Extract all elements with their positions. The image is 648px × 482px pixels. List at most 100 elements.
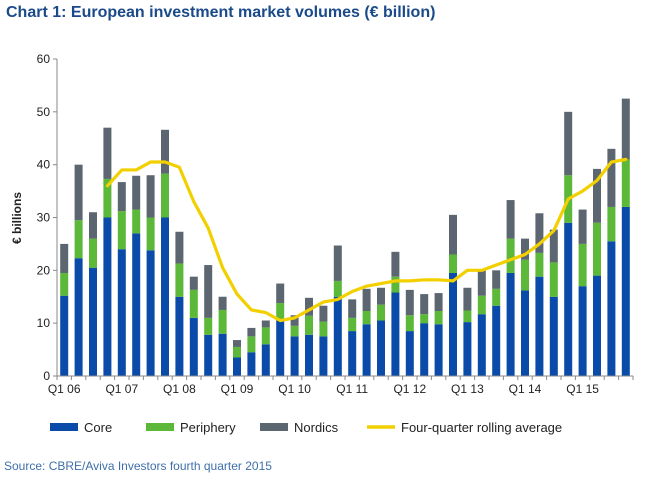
bar-periphery bbox=[549, 262, 558, 297]
bar-nordics bbox=[449, 214, 457, 255]
bar-core bbox=[146, 250, 155, 376]
bar-nordics bbox=[593, 168, 601, 223]
bar-periphery bbox=[233, 346, 241, 358]
bar-nordics bbox=[477, 270, 486, 296]
rolling-average-line bbox=[105, 157, 628, 323]
bar-periphery bbox=[621, 159, 630, 207]
x-tick-label: Q1 12 bbox=[393, 382, 426, 396]
bar-nordics bbox=[218, 296, 227, 310]
legend-label: Nordics bbox=[294, 420, 339, 435]
bar-periphery bbox=[261, 327, 270, 345]
x-tick-label: Q1 11 bbox=[336, 382, 368, 396]
bar-nordics bbox=[578, 209, 587, 244]
bar-core bbox=[175, 296, 184, 376]
bar-core bbox=[247, 352, 256, 376]
bar-periphery bbox=[218, 309, 227, 334]
bar-core bbox=[305, 334, 313, 376]
bar-periphery bbox=[593, 222, 601, 276]
bar-core bbox=[348, 331, 357, 376]
bar-nordics bbox=[161, 129, 169, 174]
legend-nordics: Nordics bbox=[260, 420, 339, 435]
bar-core bbox=[521, 290, 529, 376]
bar-periphery bbox=[175, 263, 184, 297]
bar-nordics bbox=[535, 213, 544, 253]
bar-nordics bbox=[233, 340, 241, 347]
bar-nordics bbox=[348, 299, 357, 318]
bar-periphery bbox=[391, 276, 400, 293]
y-tick-label: 60 bbox=[37, 52, 51, 66]
bar-periphery bbox=[492, 288, 501, 306]
bar-periphery bbox=[189, 289, 198, 318]
bar-core bbox=[233, 357, 241, 376]
bar-periphery bbox=[607, 206, 616, 242]
bar-nordics bbox=[189, 276, 198, 290]
bar-periphery bbox=[89, 238, 97, 268]
bars bbox=[60, 98, 630, 377]
bar-nordics bbox=[362, 288, 371, 312]
bar-core bbox=[492, 305, 501, 376]
bar-core bbox=[434, 324, 443, 376]
bar-nordics bbox=[247, 327, 256, 337]
bar-core bbox=[593, 275, 601, 376]
bar-nordics bbox=[405, 289, 414, 316]
bar-periphery bbox=[276, 303, 285, 321]
bar-periphery bbox=[247, 336, 256, 353]
bar-periphery bbox=[117, 211, 126, 250]
bar-periphery bbox=[146, 217, 155, 251]
bar-core bbox=[449, 272, 457, 376]
bar-periphery bbox=[377, 304, 385, 321]
bar-periphery bbox=[305, 315, 313, 335]
bar-periphery bbox=[161, 173, 169, 218]
y-axis: 0 10 20 30 40 50 60 bbox=[37, 52, 58, 383]
bar-nordics bbox=[564, 111, 573, 176]
bar-core bbox=[463, 322, 472, 376]
bar-core bbox=[405, 331, 414, 376]
x-tick-label: Q1 06 bbox=[48, 382, 81, 396]
bar-nordics bbox=[621, 98, 630, 160]
bar-nordics bbox=[333, 245, 342, 281]
bar-nordics bbox=[146, 175, 155, 218]
bar-periphery bbox=[420, 314, 429, 324]
bar-core bbox=[276, 320, 285, 376]
bar-core bbox=[578, 286, 587, 376]
bar-core bbox=[132, 233, 141, 376]
bar-periphery bbox=[204, 317, 213, 335]
x-tick-label: Q1 15 bbox=[566, 382, 599, 396]
rolling-average-polyline bbox=[105, 157, 628, 323]
y-tick-label: 50 bbox=[37, 105, 51, 119]
bar-core bbox=[564, 222, 573, 376]
bar-core bbox=[420, 323, 429, 376]
bar-nordics bbox=[506, 200, 515, 239]
bar-nordics bbox=[319, 305, 328, 322]
bar-core bbox=[218, 333, 227, 376]
bar-core bbox=[621, 206, 630, 376]
chart-title: Chart 1: European investment market volu… bbox=[6, 4, 436, 21]
bar-nordics bbox=[434, 293, 443, 312]
bar-nordics bbox=[74, 164, 83, 221]
bar-nordics bbox=[549, 229, 558, 263]
bar-periphery bbox=[362, 311, 371, 325]
bar-periphery bbox=[132, 209, 141, 234]
legend-label: Four-quarter rolling average bbox=[401, 420, 562, 435]
bar-core bbox=[319, 336, 328, 377]
bar-nordics bbox=[89, 212, 97, 239]
bar-core bbox=[290, 336, 299, 377]
bar-nordics bbox=[521, 238, 529, 260]
bar-periphery bbox=[506, 238, 515, 273]
x-tick-label: Q1 08 bbox=[163, 382, 196, 396]
bar-core bbox=[74, 258, 83, 376]
x-tick-label: Q1 10 bbox=[278, 382, 311, 396]
x-tick-label: Q1 14 bbox=[509, 382, 542, 396]
bar-core bbox=[362, 324, 371, 376]
bar-core bbox=[477, 314, 486, 376]
legend-swatch bbox=[50, 423, 78, 431]
bar-nordics bbox=[290, 315, 299, 326]
bar-core bbox=[103, 217, 112, 376]
y-tick-label: 10 bbox=[37, 316, 51, 330]
bar-core bbox=[189, 317, 198, 376]
bar-periphery bbox=[60, 272, 69, 296]
bar-nordics bbox=[60, 243, 69, 273]
bar-nordics bbox=[492, 270, 501, 289]
legend-swatch bbox=[146, 423, 174, 431]
